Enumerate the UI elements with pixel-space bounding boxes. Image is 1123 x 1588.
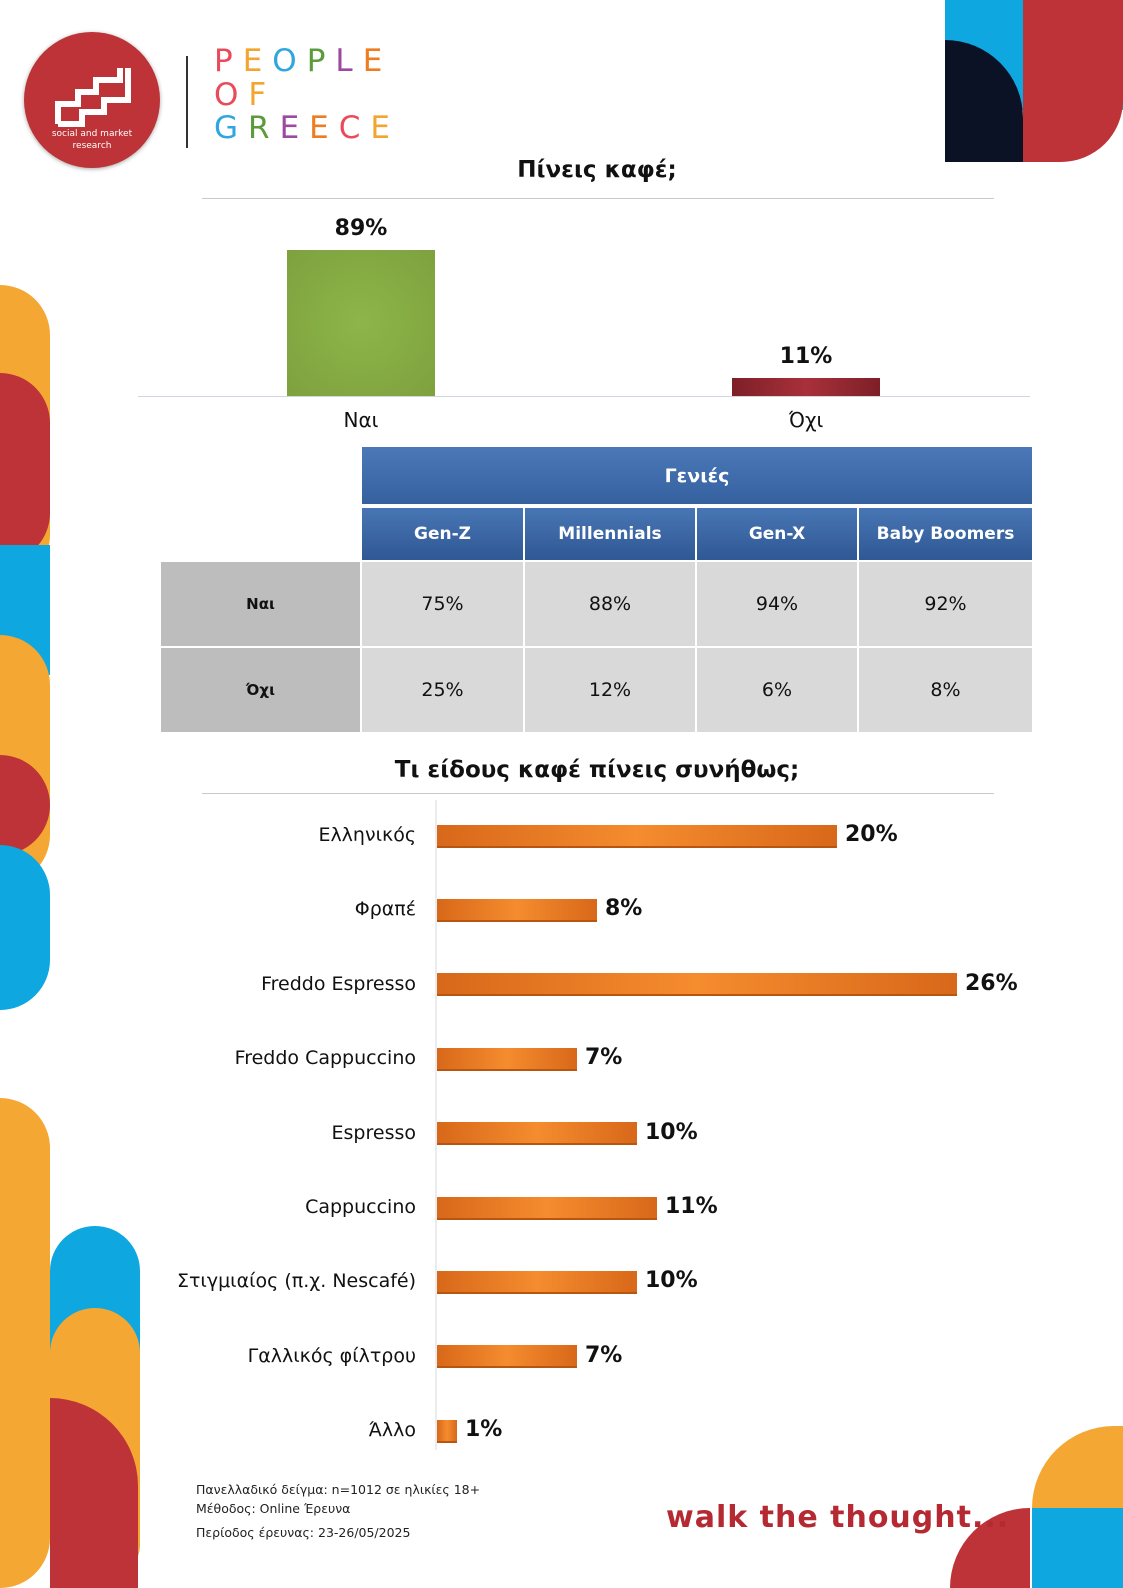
brand-line-2: OF (214, 80, 276, 111)
brand-letter: F (248, 77, 277, 113)
chart2-category-label: Cappuccino (305, 1196, 416, 1218)
brand-letter: E (242, 43, 273, 79)
chart2-category-label: Άλλο (368, 1419, 416, 1442)
chart2-value-label: 10% (645, 1268, 698, 1294)
chart1-title: Πίνεις καφέ; (517, 157, 677, 183)
brand-letter: R (248, 110, 280, 146)
chart2-bar (437, 1345, 577, 1369)
chart1-category-label: Ναι (343, 408, 379, 432)
table-cell: 75% (362, 562, 523, 646)
brand-letter: E (370, 110, 401, 146)
logo-mark-icon (55, 68, 131, 127)
table-cell: 6% (697, 648, 857, 732)
footnote-sample: Πανελλαδικό δείγμα: n=1012 σε ηλικίες 18… (196, 1482, 481, 1497)
footnote-period: Περίοδος έρευνας: 23-26/05/2025 (196, 1525, 411, 1540)
brand-line-3: GREECE (214, 113, 400, 144)
chart2-value-label: 1% (465, 1417, 503, 1443)
chart2-category-label: Στιγμιαίος (π.χ. Nescafé) (176, 1270, 416, 1293)
chart2-category-label: Freddo Cappuccino (234, 1047, 416, 1070)
table-group-header: Γενιές (362, 447, 1032, 504)
chart2-bar (437, 1196, 657, 1220)
chart1-bar (287, 250, 435, 396)
logo-subtitle: social and market research (51, 129, 133, 151)
bottom-right-decoration (950, 1426, 1123, 1588)
brand-line-1: PEOPLE (214, 46, 392, 77)
brand-letter: O (272, 43, 307, 79)
chart2-category-label: Φραπέ (354, 898, 416, 921)
brand-letter: P (214, 43, 243, 79)
chart2-bar (437, 1047, 577, 1071)
table-column-header: Gen-Z (362, 508, 523, 560)
chart2-value-label: 7% (585, 1342, 623, 1368)
chart2-value-label: 11% (665, 1194, 718, 1219)
table-column-header: Baby Boomers (859, 508, 1032, 560)
chart1-axis (138, 396, 1030, 397)
chart2-bar (437, 973, 957, 997)
chart2-bar (437, 1270, 637, 1294)
chart2-value-label: 20% (845, 822, 898, 847)
table-row-label: Όχι (161, 648, 360, 732)
chart2-value-label: 7% (585, 1045, 623, 1071)
table-cell: 94% (697, 562, 857, 646)
chart2-title-rule (202, 793, 994, 794)
chart2-title: Τι είδους καφέ πίνεις συνήθως; (394, 757, 800, 783)
table-row-label: Ναι (161, 562, 360, 646)
brand-letter: E (309, 110, 339, 146)
table-cell: 8% (859, 648, 1032, 732)
table-cell: 88% (525, 562, 695, 646)
chart2-bar (437, 1122, 637, 1146)
left-decoration (0, 285, 50, 1010)
table-column-header: Millennials (525, 508, 695, 560)
chart1-value-label: 89% (334, 216, 388, 241)
table-cell: 92% (859, 562, 1032, 646)
chart2-category-label: Ελληνικός (318, 824, 416, 846)
table-cell: 12% (525, 648, 695, 732)
brand-letter: O (214, 77, 249, 113)
brand-letter: E (362, 43, 393, 79)
left-bottom-decoration (0, 1098, 140, 1588)
top-right-decoration (945, 0, 1123, 162)
chart1-category-label: Όχι (788, 408, 824, 432)
chart1-title-rule (202, 198, 994, 199)
chart2-category-label: Espresso (331, 1121, 416, 1144)
chart2-value-label: 10% (645, 1119, 698, 1145)
table-column-header: Gen-X (697, 508, 857, 560)
chart2-value-label: 8% (605, 896, 643, 922)
brand-letter: E (279, 110, 310, 146)
chart1-bar (732, 378, 880, 396)
chart2-axis (435, 800, 437, 1450)
brand-letter: L (335, 43, 363, 79)
chart2-category-label: Γαλλικός φίλτρου (247, 1344, 416, 1367)
tagline: walk the thought... (666, 1500, 1010, 1535)
brand-letter: C (338, 110, 371, 146)
chart2-category-label: Freddo Espresso (261, 972, 416, 995)
brand-letter: G (214, 110, 249, 146)
company-logo (24, 32, 160, 168)
brand-letter: P (306, 43, 336, 79)
chart2-bar (437, 898, 597, 922)
chart2-value-label: 26% (965, 970, 1018, 996)
header-divider (186, 56, 188, 148)
footnote-method: Μέθοδος: Online Έρευνα (196, 1501, 351, 1516)
chart1-value-label: 11% (779, 344, 833, 369)
chart2-bar (437, 824, 837, 848)
chart2-bar (437, 1419, 457, 1443)
table-cell: 25% (362, 648, 523, 732)
